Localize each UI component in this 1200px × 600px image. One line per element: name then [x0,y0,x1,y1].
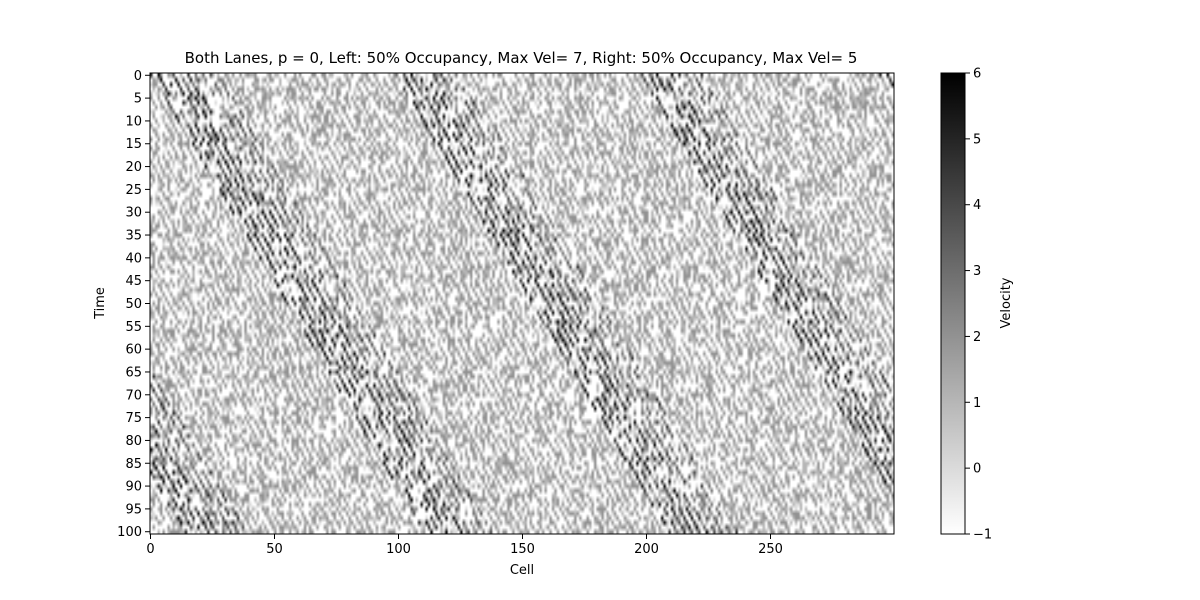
colorbar-tick-label: −1 [973,528,992,543]
x-tick-label: 150 [510,542,535,557]
y-tick-label: 60 [125,343,142,358]
y-tick-label: 5 [134,92,142,107]
colorbar-tick-label: 0 [973,462,981,477]
y-tick-label: 95 [125,502,142,517]
y-tick-label: 20 [125,160,142,175]
colorbar-ticks: −1 0 1 2 3 4 5 6 [965,67,992,543]
colorbar-tick-label: 2 [973,330,981,345]
colorbar-tick-label: 5 [973,132,981,147]
colorbar-tick-label: 4 [973,198,981,213]
y-tick-label: 50 [125,297,142,312]
y-tick-label: 80 [125,434,142,449]
colorbar-label: Velocity [999,277,1014,328]
colorbar-gradient [940,72,966,535]
y-tick-label: 35 [125,229,142,244]
y-tick-label: 25 [125,183,142,198]
colorbar [940,72,966,535]
y-tick-label: 0 [134,69,142,84]
x-tick-label: 50 [266,542,283,557]
x-tick-label: 250 [758,542,783,557]
y-tick-label: 10 [125,114,142,129]
y-tick-label: 30 [125,206,142,221]
y-tick-label: 45 [125,274,142,289]
chart-title: Both Lanes, p = 0, Left: 50% Occupancy, … [185,49,858,67]
x-tick-label: 200 [634,542,659,557]
x-tick-label: 100 [386,542,411,557]
y-tick-label: 75 [125,411,142,426]
colorbar-tick-label: 1 [973,396,981,411]
x-tick-label: 0 [146,542,154,557]
x-axis-label: Cell [510,563,534,578]
colorbar-tick-label: 6 [973,67,981,82]
y-tick-label: 65 [125,365,142,380]
y-tick-label: 90 [125,480,142,495]
y-tick-label: 55 [125,320,142,335]
y-axis-label: Time [93,287,108,320]
y-axis: 0 5 10 15 20 25 30 35 40 45 50 55 60 65 70 75 80 85 90 95 10… [117,69,150,540]
y-tick-label: 100 [117,525,142,540]
y-tick-label: 15 [125,137,142,152]
y-tick-label: 40 [125,251,142,266]
x-axis: 0 50 100 150 200 250 [146,534,783,557]
colorbar-tick-label: 3 [973,264,981,279]
plot-area [149,72,895,535]
y-tick-label: 85 [125,457,142,472]
velocity-heatmap [150,73,894,534]
y-tick-label: 70 [125,388,142,403]
